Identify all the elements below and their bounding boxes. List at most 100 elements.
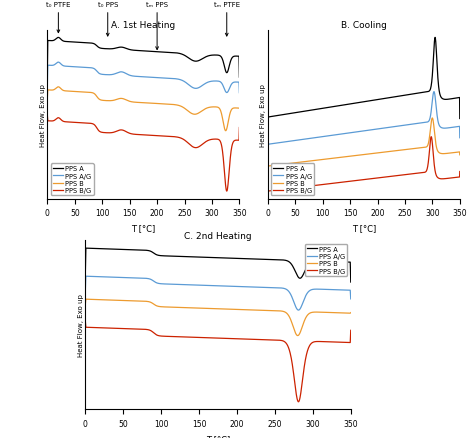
PPS B [198, 110, 204, 115]
PPS B [55, 85, 61, 90]
Legend: PPS A, PPS A/G, PPS B, PPS B/G: PPS A, PPS A/G, PPS B, PPS B/G [51, 164, 93, 196]
PPS A [110, 247, 116, 252]
PPS A [129, 48, 135, 53]
PPS A [194, 59, 200, 64]
PPS A/G [290, 296, 295, 301]
PPS A/G [296, 308, 301, 313]
PPS A [348, 280, 354, 285]
PPS A [64, 40, 70, 45]
PPS B [285, 162, 291, 167]
PPS A [432, 35, 438, 41]
PPS A [177, 52, 182, 57]
PPS B [415, 146, 420, 152]
X-axis label: T [°C]: T [°C] [131, 223, 155, 233]
PPS A/G [237, 91, 242, 96]
PPS A/G [349, 131, 355, 136]
PPS A/G [343, 131, 348, 137]
Line: PPS A/G: PPS A/G [47, 63, 239, 93]
PPS A/G [129, 74, 135, 79]
PPS A/G [64, 64, 70, 70]
PPS B [350, 154, 356, 159]
Line: PPS B: PPS B [85, 300, 351, 336]
PPS A/G [415, 122, 420, 127]
PPS A/G [418, 121, 424, 126]
Y-axis label: Heat Flow, Exo up: Heat Flow, Exo up [40, 84, 46, 146]
Title: C. 2nd Heating: C. 2nd Heating [184, 231, 252, 240]
PPS A/G [265, 285, 271, 290]
Text: tₘ PTFE: tₘ PTFE [214, 2, 240, 37]
PPS B/G [176, 136, 182, 141]
PPS A/G [265, 148, 271, 153]
PPS B [194, 112, 200, 117]
PPS A/G [177, 78, 182, 83]
PPS B/G [265, 337, 271, 343]
PPS B [429, 116, 435, 121]
PPS A [237, 75, 242, 81]
PPS A [343, 103, 348, 108]
PPS B [223, 129, 228, 134]
PPS B [265, 164, 271, 169]
PPS A [198, 58, 204, 63]
PPS A/G [198, 85, 204, 90]
PPS B [290, 322, 295, 328]
PPS A/G [397, 124, 402, 129]
PPS B [177, 104, 182, 109]
Title: B. Cooling: B. Cooling [341, 21, 387, 30]
PPS B [343, 155, 348, 160]
PPS A/G [83, 274, 89, 279]
PPS A [83, 246, 89, 251]
PPS B [348, 311, 354, 316]
PPS B [64, 89, 70, 95]
PPS B/G [109, 326, 115, 331]
PPS A/G [457, 136, 463, 141]
PPS A [349, 102, 355, 107]
PPS B [129, 100, 135, 105]
PPS B/G [265, 189, 271, 194]
PPS B/G [350, 179, 356, 184]
X-axis label: T [°C]: T [°C] [352, 223, 376, 233]
PPS B/G [122, 129, 128, 134]
PPS A [290, 264, 295, 269]
PPS A [418, 91, 424, 96]
PPS B/G [82, 319, 88, 324]
PPS A [200, 255, 205, 260]
PPS B/G [64, 120, 70, 125]
PPS B [265, 162, 271, 167]
PPS B/G [294, 396, 300, 401]
Line: PPS B: PPS B [47, 88, 239, 131]
PPS A [457, 117, 463, 122]
PPS B [190, 306, 196, 311]
PPS B/G [194, 145, 200, 151]
PPS A/G [284, 140, 290, 145]
PPS A [55, 35, 61, 41]
Line: PPS B/G: PPS B/G [85, 321, 351, 402]
PPS B/G [224, 189, 229, 194]
PPS B/G [419, 171, 424, 176]
PPS B [295, 333, 301, 339]
PPS B/G [397, 173, 403, 179]
PPS B [294, 333, 300, 339]
PPS B/G [200, 335, 205, 340]
Text: t₀ PTFE: t₀ PTFE [46, 2, 71, 34]
Title: A. 1st Heating: A. 1st Heating [111, 21, 175, 30]
PPS B/G [348, 328, 354, 333]
PPS B [419, 146, 424, 151]
PPS B/G [129, 132, 135, 137]
PPS A/G [294, 307, 300, 312]
PPS B/G [265, 179, 271, 184]
PPS A [190, 254, 196, 260]
Y-axis label: Heat Flow, Exo up: Heat Flow, Exo up [260, 84, 266, 146]
PPS A/G [348, 297, 354, 302]
Line: PPS A/G: PPS A/G [85, 276, 351, 311]
Line: PPS A: PPS A [85, 249, 351, 283]
PPS B/G [285, 187, 291, 192]
PPS A/G [45, 81, 50, 86]
PPS A/G [190, 283, 196, 288]
PPS B/G [343, 180, 348, 185]
PPS B/G [45, 114, 50, 119]
Line: PPS A: PPS A [47, 38, 239, 78]
PPS B/G [457, 170, 463, 175]
Line: PPS B: PPS B [268, 119, 460, 166]
Line: PPS B/G: PPS B/G [47, 117, 239, 191]
PPS B [110, 298, 116, 303]
